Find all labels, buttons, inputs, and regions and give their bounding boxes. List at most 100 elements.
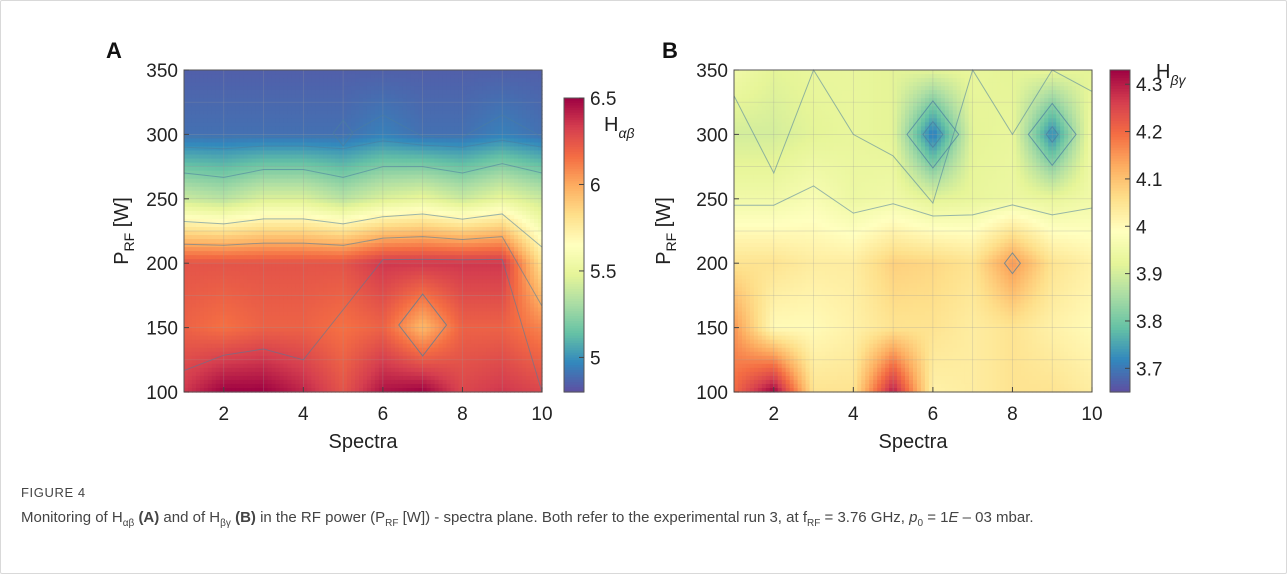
heat-cell bbox=[327, 243, 332, 248]
heat-cell bbox=[295, 86, 300, 91]
heat-cell bbox=[323, 335, 328, 341]
heat-cell bbox=[295, 82, 300, 87]
heat-cell bbox=[207, 231, 213, 236]
heat-cell bbox=[386, 90, 392, 95]
heat-cell bbox=[406, 343, 412, 349]
heat-cell bbox=[331, 222, 336, 228]
heat-cell bbox=[402, 375, 408, 381]
heat-cell bbox=[347, 271, 352, 276]
heat-cell bbox=[191, 102, 197, 107]
heat-cell bbox=[227, 271, 233, 276]
heat-cell bbox=[223, 142, 229, 148]
heat-cell bbox=[319, 78, 324, 83]
heat-cell bbox=[187, 275, 193, 280]
heat-cell bbox=[426, 371, 432, 377]
heat-cell bbox=[251, 235, 257, 240]
heat-cell bbox=[406, 106, 412, 111]
heat-cell bbox=[263, 231, 269, 236]
heat-cell bbox=[382, 214, 388, 220]
heat-cell bbox=[203, 367, 209, 373]
heat-cell bbox=[283, 118, 289, 123]
heat-cell bbox=[227, 295, 233, 301]
heat-cell bbox=[215, 182, 221, 188]
heat-cell bbox=[191, 218, 197, 224]
heat-cell bbox=[386, 271, 392, 276]
heat-cell bbox=[335, 158, 340, 164]
heat-cell bbox=[347, 210, 352, 216]
heat-cell bbox=[331, 231, 336, 236]
heat-cell bbox=[343, 126, 348, 131]
heat-cell bbox=[315, 315, 320, 321]
heat-cell bbox=[430, 170, 436, 176]
heat-cell bbox=[335, 90, 340, 95]
heat-cell bbox=[343, 182, 348, 188]
heat-cell bbox=[239, 90, 245, 95]
heat-cell bbox=[311, 351, 316, 357]
heat-cell bbox=[263, 247, 269, 252]
heat-cell bbox=[207, 102, 213, 107]
heat-cell bbox=[394, 206, 400, 212]
heat-cell bbox=[199, 138, 205, 144]
heat-cell bbox=[402, 319, 408, 325]
heat-cell bbox=[271, 339, 277, 345]
heat-cell bbox=[255, 339, 261, 345]
heat-cell bbox=[283, 198, 289, 204]
heat-cell bbox=[430, 146, 436, 152]
heat-cell bbox=[247, 110, 253, 115]
heat-cell bbox=[366, 74, 372, 79]
heat-cell bbox=[355, 299, 360, 305]
heat-cell bbox=[243, 198, 249, 204]
heat-cell bbox=[370, 319, 376, 325]
heat-cell bbox=[335, 383, 340, 389]
heat-cell bbox=[187, 150, 193, 156]
heat-cell bbox=[370, 343, 376, 349]
heat-cell bbox=[263, 106, 269, 111]
heat-cell bbox=[430, 102, 436, 107]
heat-cell bbox=[203, 138, 209, 144]
heat-cell bbox=[386, 70, 392, 75]
heat-cell bbox=[207, 367, 213, 373]
heat-cell bbox=[239, 82, 245, 87]
heat-cell bbox=[323, 247, 328, 252]
heat-cell bbox=[227, 367, 233, 373]
heat-cell bbox=[327, 74, 332, 79]
heat-cell bbox=[359, 166, 364, 172]
heat-cell bbox=[406, 239, 412, 244]
heat-cell bbox=[271, 86, 277, 91]
heat-cell bbox=[223, 331, 229, 337]
heat-cell bbox=[251, 359, 257, 365]
heat-cell bbox=[287, 367, 292, 373]
heat-cell bbox=[275, 206, 281, 212]
heat-cell bbox=[414, 239, 420, 244]
heat-cell bbox=[335, 295, 340, 301]
heat-cell bbox=[207, 186, 213, 192]
heat-cell bbox=[366, 235, 372, 240]
heat-cell bbox=[211, 138, 217, 144]
heat-cell bbox=[191, 311, 197, 317]
heat-cell bbox=[191, 343, 197, 349]
heat-cell bbox=[311, 363, 316, 369]
heat-cell bbox=[374, 86, 380, 91]
heat-cell bbox=[184, 283, 189, 288]
heat-cell bbox=[235, 251, 241, 256]
heat-cell bbox=[235, 303, 241, 309]
heat-cell bbox=[366, 82, 372, 87]
heat-cell bbox=[386, 182, 392, 188]
heat-cell bbox=[347, 315, 352, 321]
heat-cell bbox=[239, 363, 245, 369]
heat-cell bbox=[351, 114, 356, 119]
heat-cell bbox=[303, 150, 308, 156]
heat-cell bbox=[271, 82, 277, 87]
heat-cell bbox=[394, 114, 400, 119]
heat-cell bbox=[255, 311, 261, 317]
heat-cell bbox=[319, 255, 324, 260]
heat-cell bbox=[347, 275, 352, 280]
heat-cell bbox=[386, 158, 392, 164]
heat-cell bbox=[331, 142, 336, 148]
heat-cell bbox=[251, 367, 257, 373]
heat-cell bbox=[311, 255, 316, 260]
heat-cell bbox=[191, 371, 197, 377]
heat-cell bbox=[215, 347, 221, 353]
heat-cell bbox=[231, 122, 237, 127]
heat-cell bbox=[311, 118, 316, 123]
